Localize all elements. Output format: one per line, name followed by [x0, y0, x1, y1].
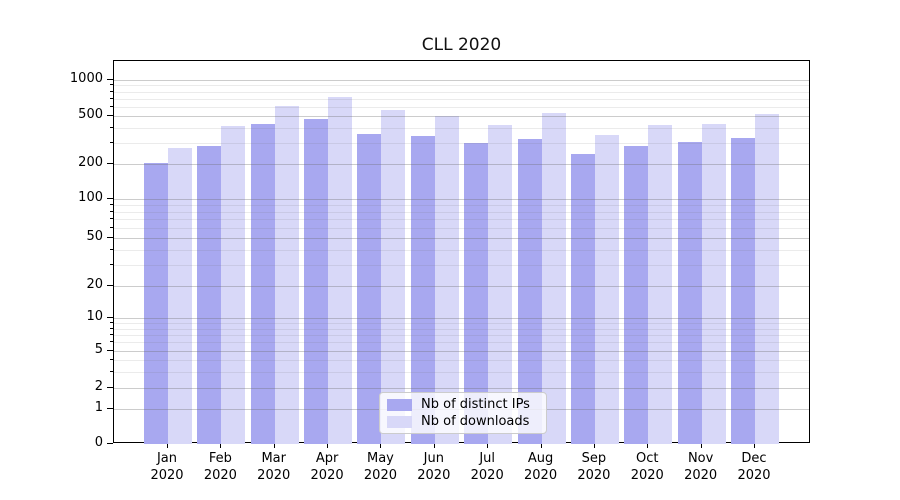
legend-entry-downloads: Nb of downloads — [387, 414, 539, 429]
bar-distinct-ips — [624, 146, 649, 444]
x-tick-label: Jul 2020 — [470, 451, 504, 483]
x-tick — [593, 444, 595, 448]
y-minor-tick — [110, 333, 113, 335]
x-tick — [167, 444, 168, 448]
x-tick — [380, 444, 382, 448]
y-major-tick — [107, 387, 113, 388]
bar-distinct-ips — [357, 133, 382, 444]
y-major-tick — [107, 79, 113, 80]
y-minor-tick — [110, 327, 113, 329]
bar-downloads — [381, 110, 406, 444]
legend-label: Nb of downloads — [421, 414, 530, 429]
bar-downloads — [594, 134, 619, 444]
x-tick-label: Aug 2020 — [524, 451, 558, 483]
y-minor-tick — [110, 210, 113, 212]
legend-swatch — [387, 415, 412, 428]
bar-downloads — [221, 125, 246, 444]
bar-downloads — [274, 105, 299, 444]
chart-title: CLL 2020 — [421, 35, 502, 55]
bar-downloads — [541, 112, 566, 444]
y-minor-tick — [110, 203, 113, 205]
y-minor-tick — [110, 263, 113, 265]
y-minor-tick — [110, 226, 113, 228]
y-tick-label: 1 — [94, 400, 103, 415]
y-minor-tick — [110, 105, 113, 107]
y-major-tick — [107, 115, 113, 116]
x-tick — [540, 444, 542, 448]
y-tick-label: 100 — [78, 190, 103, 205]
y-major-tick — [107, 237, 113, 238]
x-tick-label: Jun 2020 — [417, 451, 451, 483]
y-major-tick — [107, 198, 113, 199]
x-tick-label: Feb 2020 — [203, 451, 237, 483]
y-major-tick — [107, 163, 113, 164]
legend: Nb of distinct IPs Nb of downloads — [379, 392, 547, 434]
x-tick-label: Apr 2020 — [310, 451, 344, 483]
bars-layer — [114, 61, 809, 444]
bar-downloads — [168, 148, 192, 444]
y-minor-tick — [110, 370, 113, 372]
y-minor-tick — [110, 359, 113, 360]
x-tick — [647, 444, 649, 448]
bar-downloads — [648, 125, 673, 444]
y-tick-label: 2 — [94, 379, 103, 394]
legend-label: Nb of distinct IPs — [421, 397, 530, 412]
y-major-tick — [107, 285, 113, 286]
y-major-tick — [107, 350, 113, 351]
x-tick — [487, 444, 489, 448]
y-tick-label: 1000 — [69, 71, 103, 86]
y-tick-label: 50 — [86, 229, 103, 244]
y-minor-tick — [110, 90, 113, 92]
y-major-tick — [107, 317, 113, 318]
bar-downloads — [488, 125, 513, 444]
bar-distinct-ips — [677, 141, 702, 444]
y-tick-label: 20 — [86, 277, 103, 292]
y-tick-label: 200 — [78, 155, 103, 170]
x-tick — [433, 444, 435, 448]
x-tick — [700, 444, 702, 448]
x-tick — [273, 444, 275, 448]
y-tick-label: 5 — [94, 342, 103, 357]
bar-distinct-ips — [570, 154, 595, 444]
y-major-tick — [107, 408, 113, 409]
y-tick-label: 500 — [78, 107, 103, 122]
x-tick-label: Jan 2020 — [150, 451, 184, 483]
x-tick-label: Mar 2020 — [257, 451, 291, 483]
x-tick-label: Sep 2020 — [577, 451, 611, 483]
y-minor-tick — [110, 84, 113, 86]
y-minor-tick — [110, 218, 113, 220]
y-tick-label: 0 — [94, 435, 103, 450]
y-minor-tick — [110, 248, 113, 250]
y-minor-tick — [110, 341, 113, 343]
y-minor-tick — [110, 141, 113, 143]
plot-area — [113, 60, 810, 444]
legend-entry-distinct-ips: Nb of distinct IPs — [387, 397, 539, 412]
bar-distinct-ips — [144, 162, 168, 444]
bar-downloads — [701, 123, 726, 444]
y-minor-tick — [110, 322, 113, 324]
bar-downloads — [755, 113, 779, 444]
x-tick — [754, 444, 755, 448]
legend-swatch — [387, 398, 412, 411]
x-tick-label: Oct 2020 — [630, 451, 664, 483]
x-tick-label: Dec 2020 — [737, 451, 771, 483]
bar-distinct-ips — [731, 137, 755, 444]
bar-distinct-ips — [304, 119, 329, 444]
bar-downloads — [328, 97, 353, 444]
y-minor-tick — [110, 126, 113, 128]
bar-downloads — [434, 116, 459, 444]
bar-distinct-ips — [250, 123, 275, 444]
x-tick-label: Nov 2020 — [684, 451, 718, 483]
x-tick — [327, 444, 329, 448]
y-tick-label: 10 — [86, 309, 103, 324]
y-minor-tick — [110, 97, 113, 99]
y-major-tick — [107, 443, 113, 444]
bar-distinct-ips — [197, 146, 222, 444]
x-tick — [220, 444, 222, 448]
x-tick-label: May 2020 — [363, 451, 397, 483]
